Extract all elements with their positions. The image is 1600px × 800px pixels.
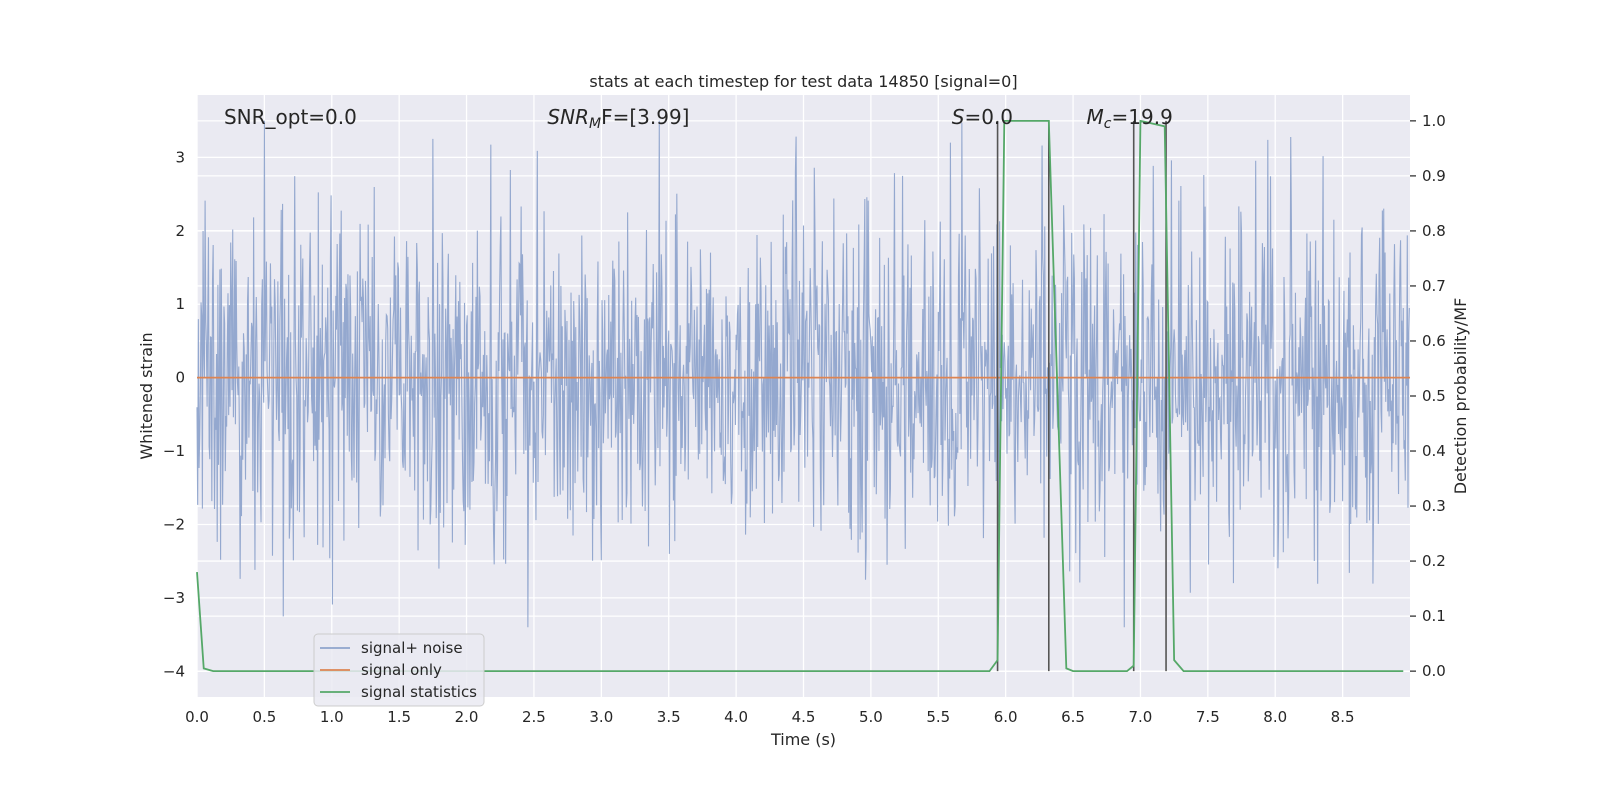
chart-title: stats at each timestep for test data 148…	[589, 72, 1017, 91]
legend-entry-signal-statistics: signal statistics	[361, 683, 477, 701]
y-right-tick-label: 0.4	[1422, 442, 1446, 460]
legend-box	[313, 633, 485, 707]
y-axis-label: Whitened strain	[137, 332, 156, 459]
y-axis-right-ticks: 0.0 0.1 0.2 0.3 0.4 0.5 0.6 0.7 0.8 0.9 1.0	[1410, 112, 1446, 680]
x-tick-label: 2.0	[455, 708, 479, 726]
y-right-tick-label: 0.5	[1422, 387, 1446, 405]
x-tick-label: 0.5	[252, 708, 276, 726]
x-tick-label: 5.5	[926, 708, 950, 726]
y-right-tick-label: 0.9	[1422, 167, 1446, 185]
x-tick-label: 4.5	[792, 708, 816, 726]
noise-trace	[196, 120, 1410, 628]
y-tick-label: 3	[175, 148, 185, 166]
y-axis-ticks: −4 −3 −2 −1 0 1 2 3	[163, 148, 185, 680]
y-tick-label: 1	[175, 295, 185, 313]
signal-statistics-line	[196, 119, 1404, 673]
y-right-tick-label: 0.6	[1422, 332, 1446, 350]
x-tick-label: 1.5	[387, 708, 411, 726]
legend-entry-signal-only: signal only	[361, 661, 442, 679]
x-tick-label: 3.5	[657, 708, 681, 726]
x-tick-label: 3.0	[589, 708, 613, 726]
x-tick-label: 5.0	[859, 708, 883, 726]
x-axis-label: Time (s)	[770, 730, 836, 749]
x-tick-label: 8.5	[1331, 708, 1355, 726]
y-right-tick-label: 0.3	[1422, 497, 1446, 515]
x-tick-label: 1.0	[320, 708, 344, 726]
x-tick-label: 6.5	[1061, 708, 1085, 726]
y-right-tick-label: 0.2	[1422, 552, 1446, 570]
x-tick-label: 7.5	[1196, 708, 1220, 726]
x-tick-label: 7.0	[1129, 708, 1153, 726]
legend-entry-signal-plus-noise: signal+ noise	[361, 639, 463, 657]
y-right-tick-label: 1.0	[1422, 112, 1446, 130]
x-tick-label: 8.0	[1263, 708, 1287, 726]
legend: signal+ noise signal only signal statist…	[313, 633, 485, 707]
grid	[196, 95, 1410, 697]
series-signal-plus-noise	[196, 120, 1410, 628]
y-right-tick-label: 0.8	[1422, 222, 1446, 240]
y-right-tick-label: 0.7	[1422, 277, 1446, 295]
y-tick-label: −1	[163, 442, 185, 460]
series-signal-statistics	[196, 119, 1404, 673]
x-tick-label: 4.0	[724, 708, 748, 726]
y-tick-label: 0	[175, 369, 185, 387]
annotations: SNR_opt=0.0 SNRMF=[3.99] S=0.0 Mc=19.9	[224, 105, 1173, 132]
y-axis-right-label: Detection probability/MF	[1451, 298, 1470, 495]
x-tick-label: 0.0	[185, 708, 209, 726]
x-tick-label: 6.0	[994, 708, 1018, 726]
y-tick-label: −4	[163, 662, 185, 680]
annotation: S=0.0	[952, 105, 1013, 129]
y-tick-label: −3	[163, 589, 185, 607]
annotation: SNRMF=[3.99]	[547, 105, 689, 132]
y-right-tick-label: 0.1	[1422, 607, 1446, 625]
x-axis-ticks: 0.0 0.5 1.0 1.5 2.0 2.5 3.0 3.5 4.0 4.5 5.0 5.5 6.0 6…	[185, 708, 1354, 726]
annotation: SNR_opt=0.0	[224, 105, 357, 129]
annotation: Mc=19.9	[1087, 105, 1173, 132]
y-right-tick-label: 0.0	[1422, 662, 1446, 680]
y-tick-label: 2	[175, 222, 185, 240]
x-tick-label: 2.5	[522, 708, 546, 726]
y-tick-label: −2	[163, 515, 185, 533]
